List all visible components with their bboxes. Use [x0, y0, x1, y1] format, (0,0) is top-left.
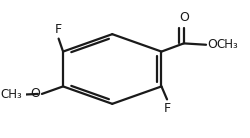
Text: F: F — [164, 102, 170, 115]
Text: O: O — [30, 87, 40, 100]
Text: F: F — [55, 23, 62, 36]
Text: CH₃: CH₃ — [216, 38, 238, 51]
Text: O: O — [207, 38, 217, 51]
Text: CH₃: CH₃ — [0, 88, 22, 101]
Text: O: O — [179, 11, 189, 24]
